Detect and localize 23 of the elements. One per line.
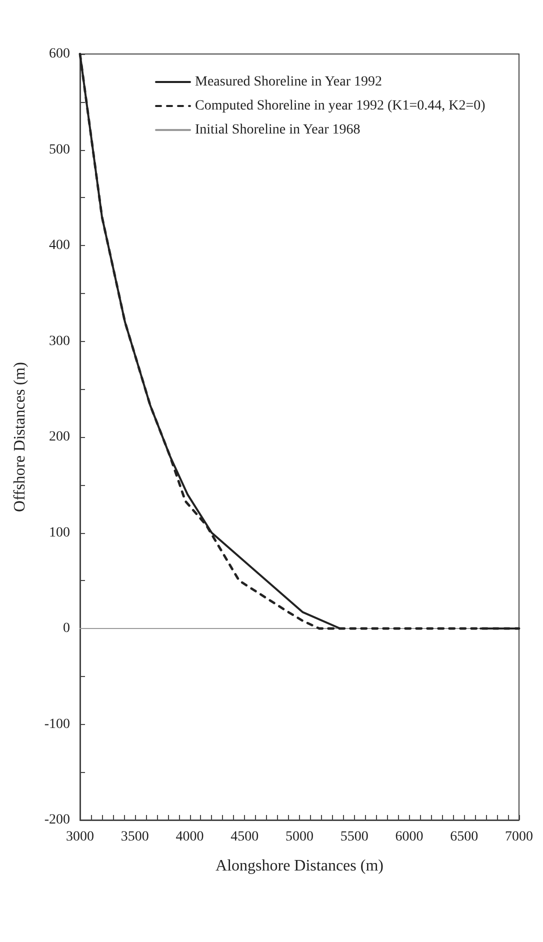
x-tick-label: 3500: [120, 830, 149, 844]
y-tick-label: 400: [49, 238, 70, 253]
y-tick-label: 300: [49, 334, 70, 349]
y-tick-label: -200: [44, 812, 70, 828]
x-tick-label: 3000: [66, 830, 94, 844]
y-tick-label: 600: [49, 46, 70, 62]
y-axis-title: Offshore Distances (m): [12, 362, 28, 512]
legend-label: Computed Shoreline in year 1992 (K1=0.44, K2=0): [195, 98, 486, 114]
y-tick-label: 500: [49, 142, 70, 158]
x-axis-title: Alongshore Distances (m): [216, 858, 384, 874]
y-tick-label: -100: [44, 716, 70, 732]
x-tick-label: 6500: [450, 830, 478, 844]
x-tick-label: 5000: [286, 830, 314, 844]
y-tick-label: 200: [49, 430, 70, 444]
x-tick-label: 7000: [505, 830, 533, 844]
legend-label: Initial Shoreline in Year 1968: [195, 122, 360, 138]
legend-label: Measured Shoreline in Year 1992: [195, 74, 382, 90]
x-tick-label: 4500: [230, 830, 259, 844]
x-tick-label: 4000: [176, 830, 204, 844]
y-tick-label: 100: [49, 525, 70, 540]
x-tick-label: 6000: [395, 830, 424, 844]
x-tick-label: 5500: [340, 830, 368, 844]
y-tick-label: 0: [63, 621, 70, 636]
